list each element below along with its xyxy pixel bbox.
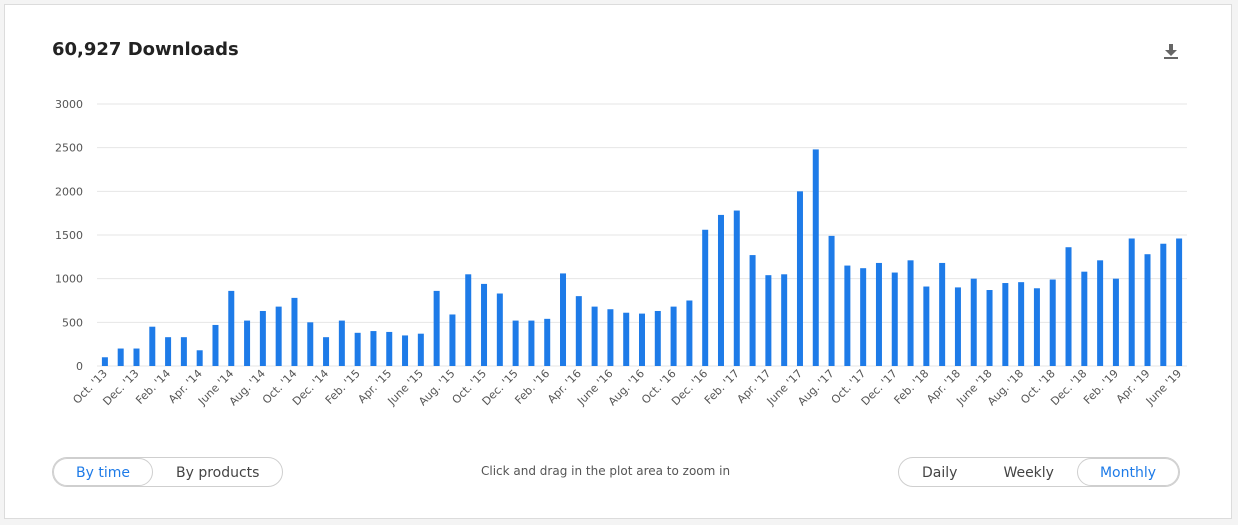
bar[interactable] xyxy=(275,306,282,366)
bar[interactable] xyxy=(149,326,156,366)
bar[interactable] xyxy=(591,306,598,366)
bar[interactable] xyxy=(575,296,582,366)
by-time-button[interactable]: By time xyxy=(53,458,153,486)
bar[interactable] xyxy=(875,262,882,366)
bar[interactable] xyxy=(970,278,977,366)
bar[interactable] xyxy=(1049,279,1056,366)
bar[interactable] xyxy=(986,290,993,366)
by-products-button[interactable]: By products xyxy=(175,465,260,481)
x-tick-label: Feb. '15 xyxy=(323,367,363,407)
bar[interactable] xyxy=(386,331,393,366)
bar[interactable] xyxy=(717,214,724,366)
bar[interactable] xyxy=(686,300,693,367)
bar[interactable] xyxy=(828,235,835,366)
bar[interactable] xyxy=(1097,260,1104,366)
monthly-button[interactable]: Monthly xyxy=(1076,458,1180,486)
bar[interactable] xyxy=(449,314,456,366)
bar[interactable] xyxy=(812,149,819,366)
x-tick-label: Feb. '14 xyxy=(133,367,173,407)
bar[interactable] xyxy=(259,310,266,366)
bar[interactable] xyxy=(923,286,930,366)
bar[interactable] xyxy=(607,309,614,366)
bar[interactable] xyxy=(954,287,961,366)
x-tick-label: Feb. '19 xyxy=(1081,367,1121,407)
view-toggle: By time By products xyxy=(52,457,284,487)
y-tick-label: 1000 xyxy=(55,273,83,286)
weekly-button[interactable]: Weekly xyxy=(1003,465,1054,481)
y-tick-label: 500 xyxy=(62,316,83,329)
bar[interactable] xyxy=(402,335,409,366)
bar[interactable] xyxy=(481,283,488,366)
bar[interactable] xyxy=(228,290,235,366)
bar[interactable] xyxy=(323,337,330,366)
bar[interactable] xyxy=(544,318,551,366)
bar[interactable] xyxy=(528,320,535,366)
bar[interactable] xyxy=(433,290,440,366)
zoom-hint: Click and drag in the plot area to zoom … xyxy=(481,464,731,478)
y-tick-label: 2500 xyxy=(55,142,83,155)
bar[interactable] xyxy=(417,333,424,366)
bar[interactable] xyxy=(165,337,172,366)
x-tick-label: Feb. '17 xyxy=(702,367,742,407)
bar[interactable] xyxy=(670,306,677,366)
bar[interactable] xyxy=(244,320,251,366)
page-title: 60,927 Downloads xyxy=(52,39,239,60)
bar[interactable] xyxy=(212,324,219,366)
download-icon[interactable] xyxy=(1161,41,1181,61)
bar[interactable] xyxy=(639,313,645,366)
bar[interactable] xyxy=(291,297,298,366)
bar[interactable] xyxy=(765,275,772,366)
bar[interactable] xyxy=(307,322,314,366)
bar[interactable] xyxy=(133,348,140,366)
bar[interactable] xyxy=(1033,288,1040,366)
bar[interactable] xyxy=(796,191,803,366)
bar[interactable] xyxy=(512,320,519,366)
downloads-card: 60,927 Downloads 0 500 1000 1500 2000 2500 300… xyxy=(4,4,1232,519)
x-tick-label: Feb. '16 xyxy=(512,367,552,407)
bar[interactable] xyxy=(1065,247,1072,366)
y-tick-label: 2000 xyxy=(55,185,83,198)
bar[interactable] xyxy=(465,274,472,366)
bar[interactable] xyxy=(891,272,898,366)
bar[interactable] xyxy=(1112,278,1119,366)
bar[interactable] xyxy=(781,274,788,366)
granularity-toggle: Daily Weekly Monthly xyxy=(898,457,1181,487)
y-tick-label: 0 xyxy=(76,360,83,373)
bar[interactable] xyxy=(844,265,851,366)
bar[interactable] xyxy=(939,262,946,366)
y-tick-label: 3000 xyxy=(55,98,83,111)
bar[interactable] xyxy=(196,350,203,366)
bar[interactable] xyxy=(496,293,503,366)
bar[interactable] xyxy=(1176,238,1183,366)
bar[interactable] xyxy=(733,210,740,366)
bar[interactable] xyxy=(560,273,567,366)
bar[interactable] xyxy=(180,337,187,366)
bar[interactable] xyxy=(749,255,756,366)
bar[interactable] xyxy=(654,310,661,366)
bar[interactable] xyxy=(117,348,124,366)
bar[interactable] xyxy=(101,357,108,366)
bar[interactable] xyxy=(370,331,377,366)
daily-button[interactable]: Daily xyxy=(922,465,958,481)
bar[interactable] xyxy=(1160,243,1167,366)
bar[interactable] xyxy=(1144,254,1151,366)
bar[interactable] xyxy=(338,320,345,366)
bar[interactable] xyxy=(1081,271,1088,366)
y-tick-label: 1500 xyxy=(55,229,83,242)
bar[interactable] xyxy=(1018,282,1025,366)
x-tick-label: Feb. '18 xyxy=(892,367,932,407)
bar[interactable] xyxy=(1128,238,1135,366)
bar[interactable] xyxy=(1002,283,1009,366)
bar[interactable] xyxy=(354,332,361,366)
bar[interactable] xyxy=(623,312,630,366)
bar[interactable] xyxy=(907,260,914,366)
bar[interactable] xyxy=(860,268,867,366)
bar[interactable] xyxy=(702,229,709,366)
